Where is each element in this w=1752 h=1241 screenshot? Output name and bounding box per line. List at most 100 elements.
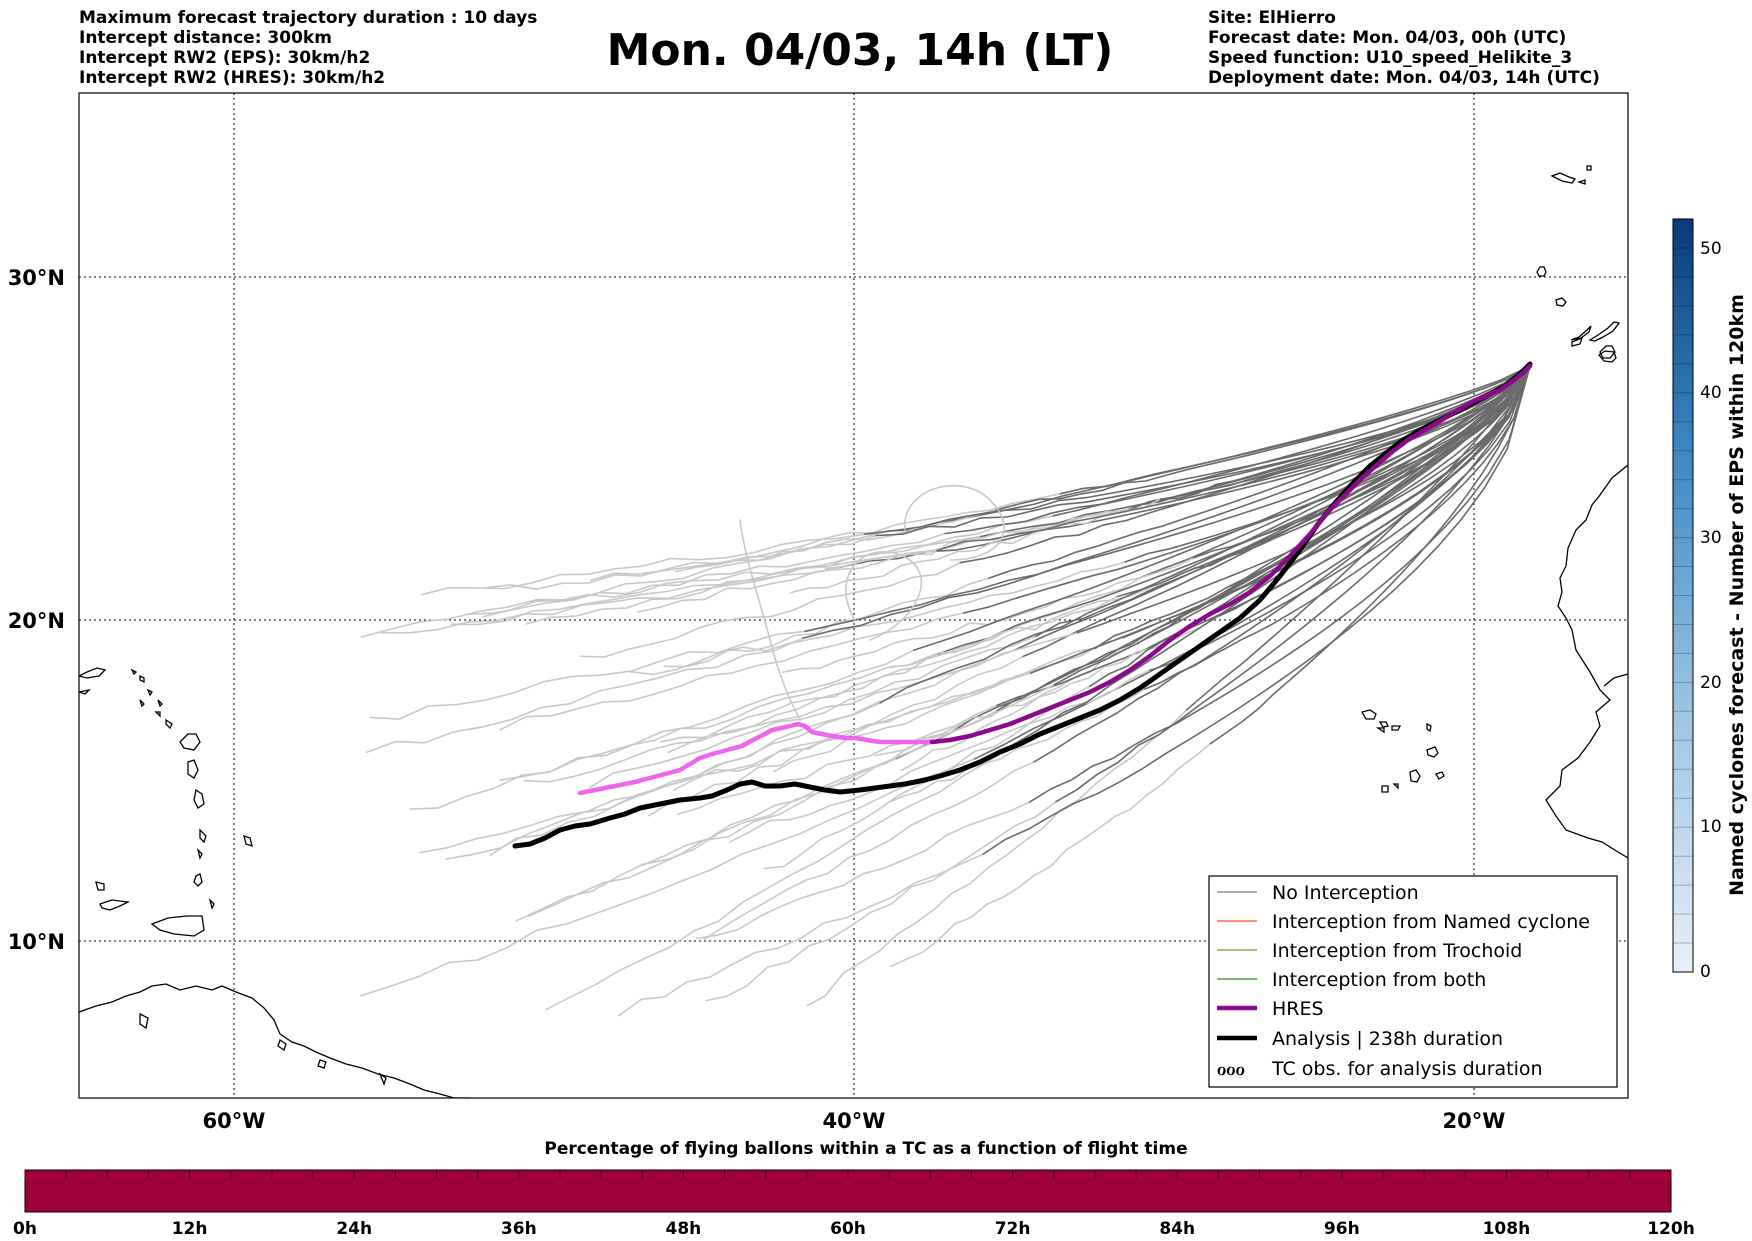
page-title: Mon. 04/03, 14h (LT) xyxy=(606,25,1114,76)
island-canary-grancanaria xyxy=(1588,321,1621,342)
timebar-tick-108h: 108h xyxy=(1483,1219,1531,1239)
island-cv-sal xyxy=(1426,722,1432,733)
eps-track-early xyxy=(365,637,804,754)
timebar-tick-48h: 48h xyxy=(666,1219,702,1239)
timebar-tick-marks xyxy=(24,1170,1672,1178)
lat-label-20n: 20°N xyxy=(8,609,65,633)
param-intercept-distance: Intercept distance: 300km xyxy=(79,28,332,48)
eps-track-late xyxy=(875,365,1531,537)
coast-sa-inlet-3 xyxy=(317,1059,327,1069)
eps-track-early xyxy=(806,709,1188,1007)
param-rw2-eps: Intercept RW2 (EPS): 30km/h2 xyxy=(79,48,371,68)
island-stvincent xyxy=(196,847,203,860)
deployment-date: Deployment date: Mon. 04/03, 14h (UTC) xyxy=(1208,68,1600,88)
island-grenada xyxy=(208,897,215,910)
eps-track-loop xyxy=(739,519,801,721)
hres-track-early xyxy=(577,721,935,796)
eps-track-early xyxy=(647,655,1024,817)
eps-track-early xyxy=(900,643,1138,772)
site-name: Site: ElHierro xyxy=(1208,8,1336,28)
lon-label-60w: 60°W xyxy=(203,1109,266,1133)
eps-track-early xyxy=(637,508,1130,613)
eps-track-early xyxy=(590,492,1062,581)
island-cv-santaluzia xyxy=(1375,727,1385,734)
eps-track-late xyxy=(936,365,1531,552)
island-martinique xyxy=(193,788,205,809)
eps-track-early xyxy=(588,635,1038,789)
timebar-tick-72h: 72h xyxy=(995,1219,1031,1239)
colorbar-tick-marks xyxy=(1673,218,1693,973)
legend-label-both: Interception from both xyxy=(1272,969,1486,991)
island-cv-fogo xyxy=(1381,785,1389,793)
eps-track-early xyxy=(420,533,866,596)
eps-track-early xyxy=(728,669,1151,843)
eps-track-early xyxy=(369,630,806,720)
island-canary-fuerteventura xyxy=(1599,345,1616,359)
island-small-2 xyxy=(139,674,145,684)
colorbar-label: Named cyclones forecast - Number of EPS … xyxy=(1726,294,1748,896)
island-montserrat xyxy=(79,688,91,695)
coast-cape-verde-peninsula xyxy=(1603,673,1628,687)
eps-track-early xyxy=(499,653,939,782)
eps-track-late xyxy=(995,365,1531,511)
legend-label-tc-obs: TC obs. for analysis duration xyxy=(1271,1058,1543,1080)
timebar-tick-0h: 0h xyxy=(13,1219,37,1239)
eps-track-late xyxy=(879,365,1531,704)
eps-track-late xyxy=(1209,365,1531,745)
island-cv-maio xyxy=(1435,771,1445,780)
eps-track-early xyxy=(360,530,889,638)
island-cv-santoantao xyxy=(1361,709,1377,720)
timebar-tick-84h: 84h xyxy=(1159,1219,1195,1239)
eps-track-early xyxy=(705,800,1057,1002)
eps-track-late xyxy=(1029,365,1531,674)
eps-track-early xyxy=(663,577,990,668)
colorbar-gradient xyxy=(1672,218,1694,973)
timebar-tick-24h: 24h xyxy=(336,1219,372,1239)
island-barbados xyxy=(243,835,253,847)
coast-south-america xyxy=(79,983,470,1098)
forecast-parameters: Maximum forecast trajectory duration : 1… xyxy=(79,8,537,88)
timebar: Percentage of flying ballons within a TC… xyxy=(13,1139,1695,1239)
eps-track-early xyxy=(483,534,878,590)
eps-track-late xyxy=(996,365,1531,712)
forecast-date: Forecast date: Mon. 04/03, 00h (UTC) xyxy=(1208,28,1567,48)
island-small-7 xyxy=(165,718,173,730)
eps-track-late xyxy=(1033,365,1531,763)
eps-track-early xyxy=(890,742,1212,968)
eps-track-late xyxy=(1055,365,1531,803)
eps-track-late xyxy=(1149,365,1531,672)
colorbar-tick-10: 10 xyxy=(1700,817,1722,837)
eps-track-early xyxy=(409,649,915,810)
island-curacao-region xyxy=(99,899,131,911)
eps-track-early xyxy=(674,509,997,573)
island-guadeloupe xyxy=(179,733,201,751)
eps-track-early xyxy=(527,683,1056,917)
island-cv-brava xyxy=(1392,783,1399,790)
eps-track-late xyxy=(1159,365,1531,500)
island-small-4 xyxy=(139,699,145,708)
eps-track-early xyxy=(450,549,938,626)
param-duration: Maximum forecast trajectory duration : 1… xyxy=(79,8,538,28)
eps-track-early xyxy=(482,535,982,618)
island-small-3 xyxy=(146,688,153,697)
island-cv-santiago xyxy=(1409,769,1421,783)
island-grenadines xyxy=(193,873,203,887)
eps-track-loop xyxy=(845,551,923,641)
coast-sa-inlet-4 xyxy=(378,1072,387,1086)
legend-label-named-cyclone: Interception from Named cyclone xyxy=(1272,911,1590,933)
param-rw2-hres: Intercept RW2 (HRES): 30km/h2 xyxy=(79,68,386,88)
eps-track-late xyxy=(1052,365,1531,517)
coastlines xyxy=(79,165,1628,1098)
lon-label-40w: 40°W xyxy=(823,1109,886,1133)
timebar-tick-96h: 96h xyxy=(1324,1219,1360,1239)
lat-label-10n: 10°N xyxy=(8,930,65,954)
timebar-tick-120h: 120h xyxy=(1647,1219,1695,1239)
island-small-5 xyxy=(157,699,163,708)
tc-obs-icon: ℴℴℴ xyxy=(1217,1056,1245,1080)
island-cv-saovicente xyxy=(1378,721,1389,728)
colorbar-named-cyclones: 0 10 20 30 40 50 Named cyclones forecast… xyxy=(1672,218,1748,982)
island-cv-saonicolau xyxy=(1391,725,1402,731)
timebar-tick-60h: 60h xyxy=(830,1219,866,1239)
legend: No Interception Interception from Named … xyxy=(1208,875,1618,1088)
